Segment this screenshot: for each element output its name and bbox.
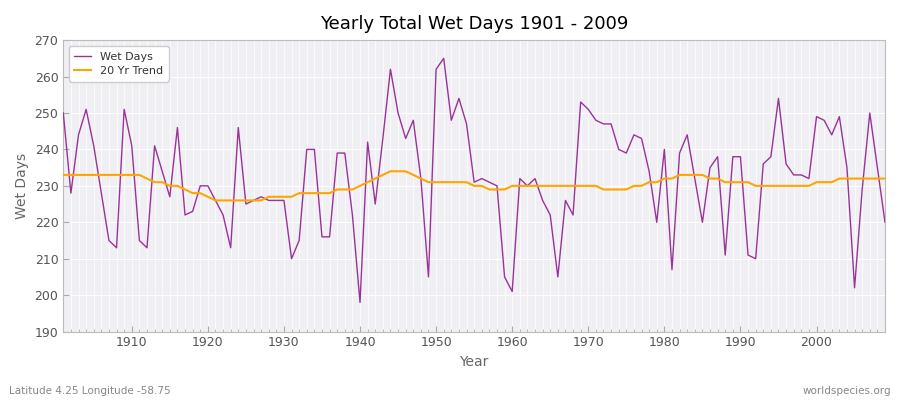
Line: Wet Days: Wet Days	[63, 58, 885, 302]
Wet Days	[438, 56, 449, 61]
Text: Latitude 4.25 Longitude -58.75: Latitude 4.25 Longitude -58.75	[9, 386, 171, 396]
20 Yr Trend	[522, 184, 533, 188]
20 Yr Trend	[515, 184, 526, 188]
Y-axis label: Wet Days: Wet Days	[15, 153, 29, 219]
Wet Days	[879, 220, 890, 225]
20 Yr Trend	[613, 187, 624, 192]
Wet Days	[355, 300, 365, 305]
20 Yr Trend	[385, 169, 396, 174]
Wet Days	[332, 151, 343, 156]
X-axis label: Year: Year	[460, 355, 489, 369]
20 Yr Trend	[339, 187, 350, 192]
Title: Yearly Total Wet Days 1901 - 2009: Yearly Total Wet Days 1901 - 2009	[320, 15, 628, 33]
Wet Days	[286, 256, 297, 261]
Wet Days	[119, 107, 130, 112]
20 Yr Trend	[119, 172, 130, 177]
Line: 20 Yr Trend: 20 Yr Trend	[63, 171, 885, 200]
Text: worldspecies.org: worldspecies.org	[803, 386, 891, 396]
20 Yr Trend	[58, 172, 68, 177]
Wet Days	[515, 176, 526, 181]
20 Yr Trend	[210, 198, 220, 203]
Wet Days	[522, 184, 533, 188]
20 Yr Trend	[293, 191, 304, 196]
Wet Days	[58, 110, 68, 115]
20 Yr Trend	[879, 176, 890, 181]
Legend: Wet Days, 20 Yr Trend: Wet Days, 20 Yr Trend	[68, 46, 168, 82]
Wet Days	[613, 147, 624, 152]
